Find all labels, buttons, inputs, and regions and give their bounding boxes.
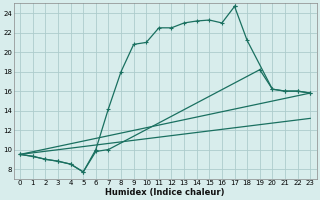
X-axis label: Humidex (Indice chaleur): Humidex (Indice chaleur) — [106, 188, 225, 197]
